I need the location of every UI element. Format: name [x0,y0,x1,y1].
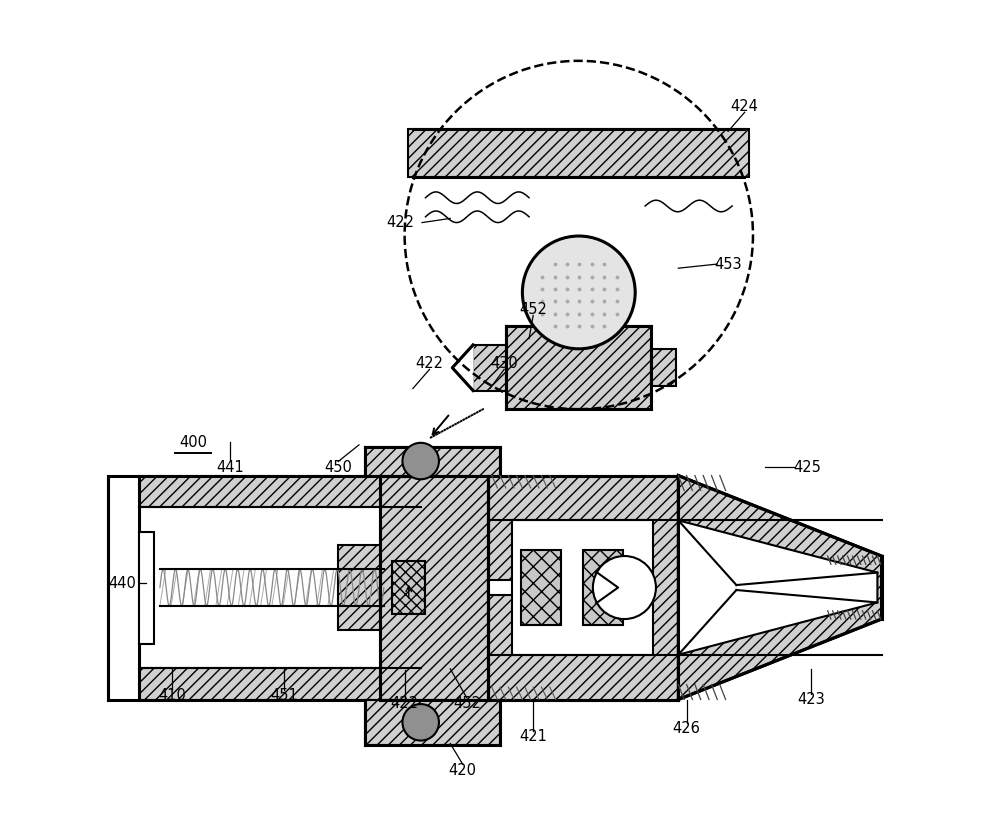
Bar [506,326,651,409]
Text: 420: 420 [449,762,477,777]
Text: 451: 451 [270,688,298,703]
Circle shape [522,236,635,349]
Circle shape [405,61,753,409]
Text: 452: 452 [453,696,481,711]
Text: 424: 424 [731,99,759,114]
Text: 422: 422 [391,696,419,711]
Text: 410: 410 [158,688,186,703]
Bar [365,447,500,476]
Bar [408,129,749,177]
Text: 441: 441 [217,460,244,475]
Bar [488,580,529,595]
Polygon shape [678,476,882,700]
Bar [108,476,139,700]
Bar [583,550,623,625]
Bar [139,668,405,700]
Text: 426: 426 [673,721,701,736]
Text: 450: 450 [324,460,352,475]
Text: 452: 452 [519,302,547,317]
Bar [473,345,506,391]
Text: 423: 423 [797,692,825,707]
Bar [488,476,678,700]
Circle shape [402,704,439,741]
Polygon shape [452,345,473,391]
Text: 430: 430 [490,356,518,371]
Bar [392,560,425,615]
Text: 453: 453 [714,256,742,271]
Text: 440: 440 [109,576,137,591]
Text: 422: 422 [415,356,443,371]
Bar [338,545,380,630]
Bar [365,700,500,745]
Bar [380,476,488,700]
Polygon shape [678,520,877,655]
Text: 422: 422 [386,215,414,230]
Bar [521,550,561,625]
Bar [512,520,653,655]
Circle shape [402,443,439,479]
Bar [651,349,676,387]
Text: 421: 421 [519,729,547,744]
Circle shape [593,556,656,619]
Text: 400: 400 [179,435,207,450]
Bar [139,476,405,507]
Text: 425: 425 [793,460,821,475]
Bar [139,532,154,644]
